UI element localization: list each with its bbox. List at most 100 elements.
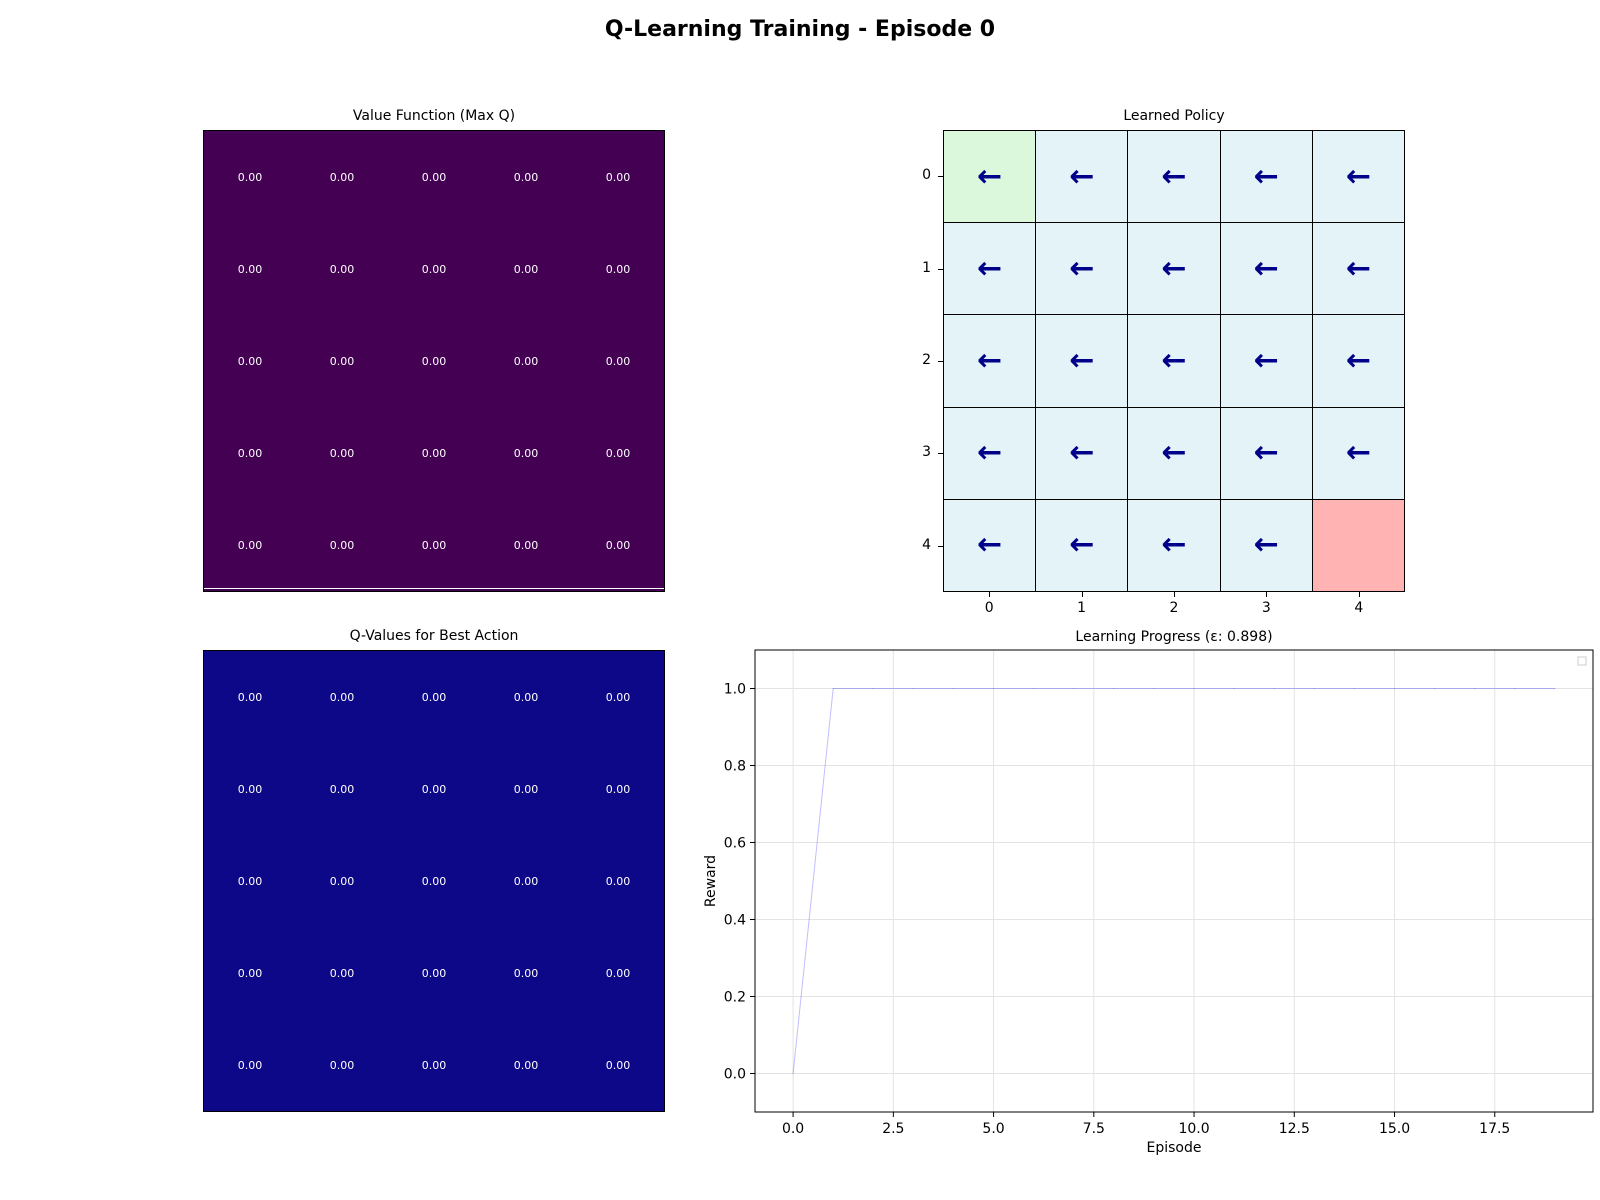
reward-point (1514, 687, 1516, 690)
left-arrow-icon: ← (1069, 342, 1095, 378)
reward-series-line (792, 688, 1555, 1074)
left-arrow-icon: ← (1345, 342, 1371, 378)
x-axis-label: Episode (1147, 1140, 1202, 1156)
left-arrow-icon: ← (977, 435, 1003, 471)
chart-ticks: 0.0 2.5 5.0 7.5 10.0 12.5 15.0 17.5 0.0 0.2 0.4 0.6… (724, 682, 1511, 1138)
reward-point (1193, 687, 1195, 690)
left-arrow-icon: ← (977, 250, 1003, 286)
left-arrow-icon: ← (1253, 342, 1279, 378)
q-values-cell: 0.00 (329, 874, 355, 888)
policy-x-tick-label: 2 (1169, 600, 1179, 616)
value-function-cell: 0.00 (513, 538, 539, 552)
left-arrow-icon: ← (1161, 342, 1187, 378)
policy-cell: ← (1036, 315, 1129, 408)
y-tick-label: 1.0 (724, 682, 746, 698)
policy-y-tick-label: 0 (922, 167, 931, 184)
value-function-cell: 0.00 (605, 446, 631, 460)
reward-point (1273, 687, 1275, 690)
reward-point (912, 687, 914, 690)
policy-cell: ← (1220, 499, 1313, 592)
q-values-cell: 0.00 (513, 690, 539, 704)
left-arrow-icon: ← (977, 342, 1003, 378)
figure-title: Q-Learning Training - Episode 0 (604, 17, 996, 42)
q-values-cell: 0.00 (237, 966, 263, 980)
reward-point (1073, 687, 1075, 690)
q-values-cell: 0.00 (237, 874, 263, 888)
policy-cell: ← (944, 499, 1037, 592)
left-arrow-icon: ← (1345, 250, 1371, 286)
value-function-cell: 0.00 (605, 170, 631, 184)
policy-x-tick-mark (1358, 592, 1360, 597)
policy-cell: ← (944, 315, 1037, 408)
reward-point (1313, 687, 1315, 690)
y-tick-label: 0.6 (724, 836, 746, 852)
x-tick-label: 5.0 (982, 1121, 1004, 1137)
policy-cell: ← (1220, 131, 1313, 224)
left-arrow-icon: ← (1161, 435, 1187, 471)
policy-grid: ← ← ← ← ← ← ← ← ← ← ← ← ← ← ← ← ← ← ← ← ← ← ← ← (943, 130, 1405, 592)
value-function-cell: 0.00 (237, 170, 263, 184)
value-function-cell: 0.00 (513, 446, 539, 460)
policy-y-tick-mark (938, 361, 943, 362)
value-function-cell: 0.00 (605, 538, 631, 552)
value-function-cell: 0.00 (513, 262, 539, 276)
q-values-title: Q-Values for Best Action (349, 628, 519, 644)
policy-x-tick-label: 3 (1261, 600, 1271, 616)
policy-cell: ← (944, 223, 1037, 316)
value-function-cell: 0.00 (605, 354, 631, 368)
policy-y-tick-mark (938, 545, 943, 547)
x-tick-label: 17.5 (1479, 1121, 1510, 1137)
value-function-cell: 0.00 (237, 354, 263, 368)
policy-x-tick-label: 4 (1354, 600, 1364, 616)
q-values-cell: 0.00 (605, 966, 631, 980)
policy-y-tick-label: 3 (922, 444, 931, 461)
q-values-cell: 0.00 (605, 874, 631, 888)
value-function-title: Value Function (Max Q) (352, 108, 516, 124)
left-arrow-icon: ← (1253, 158, 1279, 194)
q-values-cell: 0.00 (513, 782, 539, 796)
q-values-cell: 0.00 (513, 1058, 539, 1072)
left-arrow-icon: ← (1345, 435, 1371, 471)
value-function-cell: 0.00 (329, 170, 355, 184)
left-arrow-icon: ← (1069, 250, 1095, 286)
policy-y-tick-mark (938, 453, 943, 455)
value-function-cell: 0.00 (421, 446, 447, 460)
left-arrow-icon: ← (1069, 158, 1095, 194)
left-arrow-icon: ← (1345, 158, 1371, 194)
policy-y-tick-label: 2 (922, 352, 931, 368)
left-arrow-icon: ← (1069, 435, 1095, 471)
chart-gridlines (755, 650, 1593, 1112)
policy-cell-start: ← (944, 131, 1037, 224)
policy-cell: ← (1312, 315, 1405, 408)
left-arrow-icon: ← (1253, 250, 1279, 286)
value-function-cell: 0.00 (421, 170, 447, 184)
reward-point (992, 687, 995, 690)
q-values-cell: 0.00 (421, 874, 447, 888)
policy-cell: ← (1312, 131, 1405, 224)
left-arrow-icon: ← (1069, 527, 1095, 563)
q-values-cell: 0.00 (237, 1058, 263, 1072)
value-function-cell: 0.00 (329, 538, 355, 552)
q-values-cell: 0.00 (513, 966, 539, 980)
reward-point (1033, 687, 1035, 690)
policy-cell: ← (1220, 223, 1313, 316)
q-values-cell: 0.00 (329, 1058, 355, 1072)
value-function-cell: 0.00 (329, 262, 355, 276)
policy-x-tick-mark (1266, 592, 1268, 597)
y-tick-label: 0.4 (724, 913, 746, 929)
q-values-cell: 0.00 (329, 690, 355, 704)
reward-point (1434, 687, 1436, 690)
policy-y-tick-mark (938, 268, 943, 270)
policy-cell: ← (1220, 407, 1313, 500)
chart-frame (754, 649, 1594, 1113)
policy-x-tick-mark (1174, 592, 1175, 597)
q-values-cell: 0.00 (605, 782, 631, 796)
x-tick-label: 10.0 (1178, 1121, 1209, 1137)
value-function-cell: 0.00 (237, 446, 263, 460)
q-values-cell: 0.00 (605, 690, 631, 704)
x-tick-label: 12.5 (1279, 1121, 1310, 1137)
reward-point (1474, 687, 1476, 690)
value-function-cell: 0.00 (421, 262, 447, 276)
policy-cell: ← (944, 407, 1037, 500)
policy-y-tick-label: 4 (922, 536, 931, 553)
